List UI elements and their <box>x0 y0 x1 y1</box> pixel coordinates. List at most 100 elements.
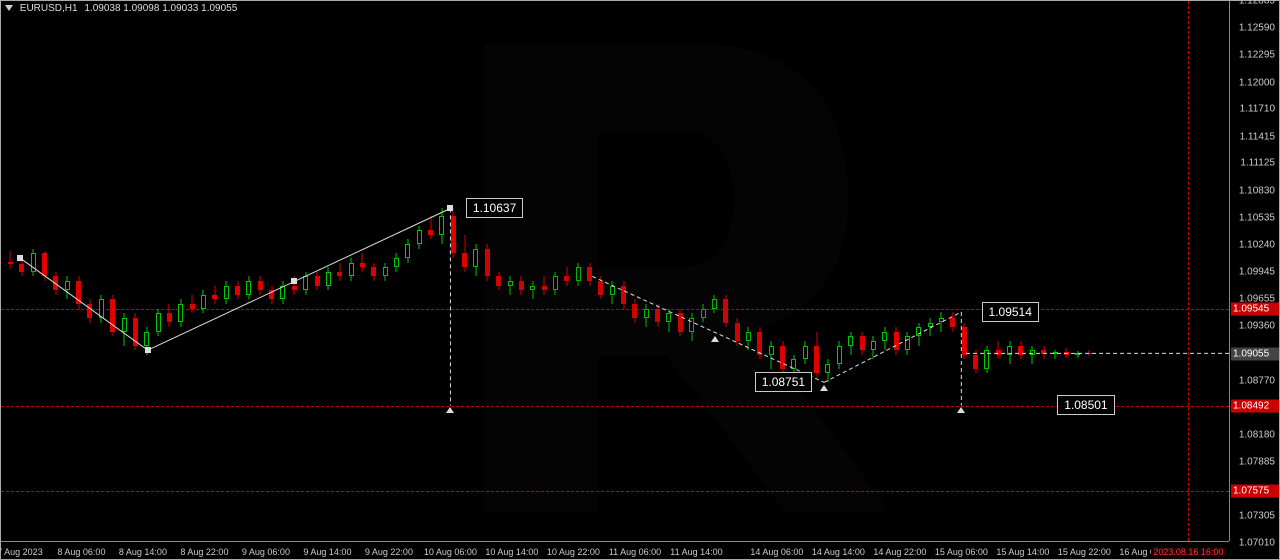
x-tick-label: 14 Aug 14:00 <box>812 547 865 557</box>
y-tick-label: 1.11710 <box>1240 104 1275 115</box>
x-tick-label: 9 Aug 22:00 <box>365 547 413 557</box>
y-tick-label: 1.12885 <box>1239 0 1275 7</box>
y-tick-label: 1.10830 <box>1239 185 1275 196</box>
price-annotation[interactable]: 1.08751 <box>755 372 812 392</box>
price-annotation[interactable]: 1.09514 <box>982 302 1039 322</box>
y-tick-label: 1.12295 <box>1239 50 1275 61</box>
candle <box>315 272 320 290</box>
candle <box>905 332 910 355</box>
candle <box>360 253 365 271</box>
x-tick-label: 14 Aug 22:00 <box>873 547 926 557</box>
candle <box>76 276 81 308</box>
candle <box>337 263 342 281</box>
candle <box>201 290 206 313</box>
x-tick-label: 10 Aug 14:00 <box>485 547 538 557</box>
candle <box>167 304 172 327</box>
price-annotation[interactable]: 1.08501 <box>1057 395 1114 415</box>
candle <box>1064 348 1069 357</box>
candle <box>269 286 274 304</box>
candle <box>916 323 921 346</box>
line-anchor-marker[interactable] <box>447 205 453 211</box>
candle <box>1053 350 1058 359</box>
x-tick-label: 11 Aug 06:00 <box>609 547 661 557</box>
x-tick-label: 14 Aug 06:00 <box>750 547 803 557</box>
x-tick-label: 15 Aug 22:00 <box>1058 547 1111 557</box>
candle <box>156 309 161 337</box>
y-tick-label: 1.09360 <box>1239 321 1275 332</box>
x-tick-label: 8 Aug 22:00 <box>180 547 228 557</box>
candle <box>235 281 240 299</box>
candle <box>349 258 354 281</box>
arrow-up-icon <box>820 385 828 391</box>
price-annotation[interactable]: 1.10637 <box>466 198 523 218</box>
x-tick-label: 10 Aug 06:00 <box>424 547 477 557</box>
candle <box>190 295 195 313</box>
candle <box>53 272 58 295</box>
ohlc-label: 1.09038 1.09098 1.09033 1.09055 <box>84 3 237 14</box>
candle <box>224 281 229 304</box>
y-tick-label: 1.09945 <box>1239 267 1275 278</box>
y-tick-label: 1.07305 <box>1239 510 1275 521</box>
candle <box>280 281 285 304</box>
arrow-up-icon <box>957 407 965 413</box>
y-axis: 1.12885 1.12590 1.12295 1.12000 1.11710 1.114… <box>1229 1 1279 541</box>
x-tick-label: 8 Aug 14:00 <box>119 547 167 557</box>
candle <box>42 251 47 281</box>
x-tick-label: 8 Aug 06:00 <box>57 547 105 557</box>
candle <box>1041 346 1046 360</box>
y-tick-label: 1.07885 <box>1239 457 1275 468</box>
y-tick-label: 1.07010 <box>1239 538 1275 549</box>
y-tick-label: 1.11415 <box>1240 131 1275 142</box>
y-tick-label: 1.08770 <box>1239 375 1275 386</box>
price-marker: 1.09055 <box>1231 348 1279 361</box>
x-tick-label-current: 2023.08.16 16:00 <box>1151 547 1225 557</box>
watermark-logo <box>380 18 900 543</box>
candle <box>1075 351 1080 358</box>
line-anchor-marker[interactable] <box>145 347 151 353</box>
x-axis: 7 Aug 2023 8 Aug 06:00 8 Aug 14:00 8 Aug 22… <box>1 541 1229 559</box>
price-marker: 1.09545 <box>1231 303 1279 316</box>
candle <box>31 249 36 277</box>
candle <box>950 312 955 332</box>
candle <box>996 341 1001 359</box>
candle <box>939 312 944 332</box>
dropdown-icon[interactable] <box>5 5 13 11</box>
y-tick-label: 1.12000 <box>1239 77 1275 88</box>
price-marker: 1.07575 <box>1231 484 1279 497</box>
x-tick-label: 9 Aug 14:00 <box>303 547 351 557</box>
y-tick-label: 1.08180 <box>1239 430 1275 441</box>
candle <box>1030 346 1035 364</box>
candle <box>178 299 183 327</box>
candle <box>110 295 115 337</box>
x-tick-label: 9 Aug 06:00 <box>242 547 290 557</box>
candle <box>8 251 13 269</box>
chart-header: EURUSD,H1 1.09038 1.09098 1.09033 1.0905… <box>5 3 237 14</box>
candle <box>984 346 989 374</box>
y-tick-label: 1.10535 <box>1239 212 1275 223</box>
candle <box>928 318 933 336</box>
arrow-up-icon <box>711 336 719 342</box>
candle <box>326 267 331 290</box>
candle <box>87 299 92 322</box>
candle <box>246 276 251 299</box>
candle <box>122 313 127 345</box>
vertical-time-line <box>1188 1 1189 541</box>
y-tick-label: 1.12590 <box>1239 23 1275 34</box>
arrow-up-icon <box>446 407 454 413</box>
x-tick-label: 15 Aug 14:00 <box>996 547 1049 557</box>
candle <box>133 313 138 350</box>
candle <box>371 263 376 281</box>
candle <box>1007 341 1012 364</box>
line-anchor-marker[interactable] <box>17 255 23 261</box>
line-anchor-marker[interactable] <box>291 278 297 284</box>
candle <box>973 350 978 373</box>
symbol-label: EURUSD,H1 <box>20 3 78 14</box>
candle <box>65 276 70 299</box>
x-tick-label: 7 Aug 2023 <box>0 547 43 557</box>
chart-container[interactable]: EURUSD,H1 1.09038 1.09098 1.09033 1.0905… <box>0 0 1280 560</box>
x-tick-label: 11 Aug 14:00 <box>670 547 722 557</box>
y-tick-label: 1.11125 <box>1240 158 1275 169</box>
candle <box>212 286 217 304</box>
candle <box>962 323 967 360</box>
price-marker: 1.08492 <box>1231 400 1279 413</box>
